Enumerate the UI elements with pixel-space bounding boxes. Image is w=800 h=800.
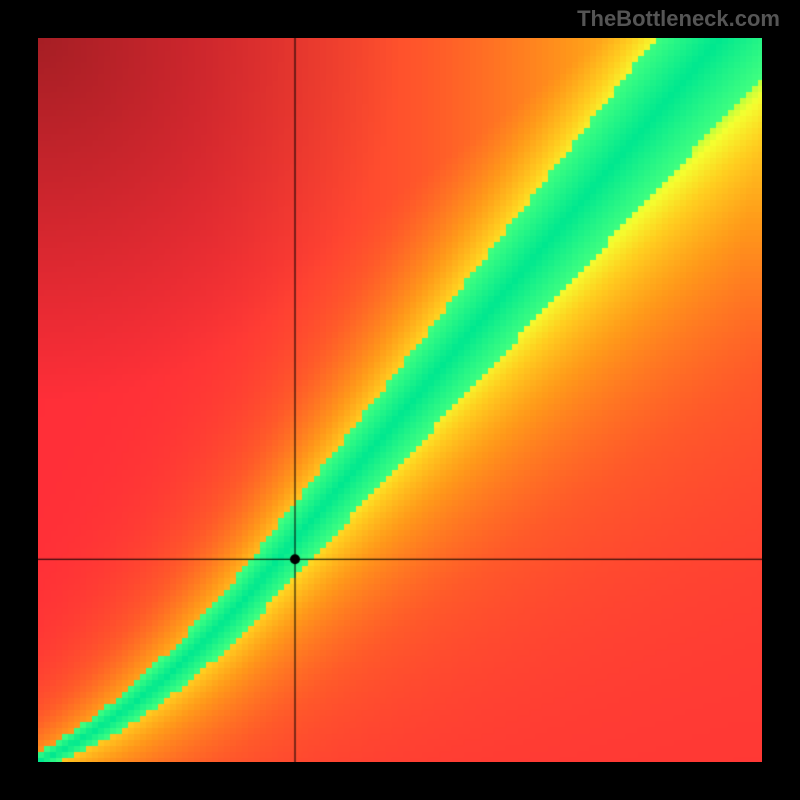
heatmap-canvas bbox=[38, 38, 762, 762]
chart-container: TheBottleneck.com bbox=[0, 0, 800, 800]
watermark-text: TheBottleneck.com bbox=[577, 6, 780, 32]
plot-area bbox=[38, 38, 762, 762]
